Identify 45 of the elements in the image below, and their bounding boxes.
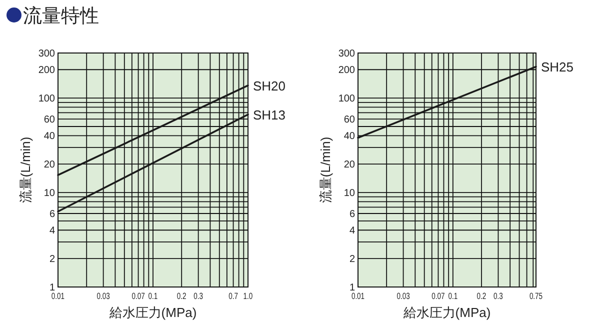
y-tick-label: 1 [349, 282, 356, 294]
y-axis-title: 流量(L/min) [318, 136, 333, 204]
y-tick-label: 1 [49, 282, 56, 294]
y-tick-label: 2 [349, 254, 356, 266]
x-tick-label: 0.07 [432, 291, 446, 302]
x-tick-label: 0.2 [476, 291, 487, 302]
x-tick-label: 0.03 [396, 291, 410, 302]
y-tick-label: 40 [44, 131, 56, 142]
x-tick-label: 0.01 [51, 291, 66, 302]
x-axis-title: 給水圧力(MPa) [402, 305, 491, 320]
y-tick-label: 300 [338, 48, 356, 60]
y-tick-label: 200 [38, 65, 56, 76]
y-tick-label: 6 [349, 208, 356, 220]
y-tick-label: 60 [44, 114, 56, 126]
x-tick-label: 0.1 [448, 291, 458, 302]
y-axis-title: 流量(L/min) [18, 136, 33, 204]
y-tick-label: 300 [38, 48, 56, 60]
x-tick-label: 0.01 [351, 291, 366, 302]
x-tick-label: 0.3 [494, 291, 504, 302]
y-tick-label: 40 [344, 131, 356, 142]
series-label: SH20 [253, 78, 286, 94]
y-tick-label: 100 [338, 94, 356, 105]
x-axis-title: 給水圧力(MPa) [108, 305, 197, 320]
y-tick-label: 10 [344, 188, 356, 200]
y-tick-label: 20 [44, 160, 56, 171]
x-tick-label: 0.03 [96, 291, 110, 302]
series-label: SH13 [253, 108, 286, 122]
y-tick-label: 2 [49, 254, 56, 266]
y-tick-label: 4 [349, 226, 356, 237]
x-tick-label: 0.2 [176, 291, 187, 302]
y-tick-label: 20 [344, 160, 356, 171]
x-tick-label: 0.75 [529, 291, 544, 302]
y-tick-label: 60 [344, 114, 356, 126]
series-label: SH25 [541, 60, 574, 75]
y-tick-label: 200 [338, 65, 356, 76]
y-tick-label: 4 [49, 226, 56, 237]
x-tick-label: 0.1 [148, 291, 158, 302]
x-tick-label: 0.07 [132, 291, 146, 302]
y-tick-label: 10 [44, 188, 56, 200]
y-tick-label: 6 [49, 208, 56, 220]
chart-title: 流量特性 [23, 5, 99, 27]
x-tick-label: 0.7 [228, 291, 238, 302]
x-tick-label: 1.0 [243, 291, 254, 302]
x-tick-label: 0.3 [194, 291, 204, 302]
y-tick-label: 100 [38, 94, 56, 105]
